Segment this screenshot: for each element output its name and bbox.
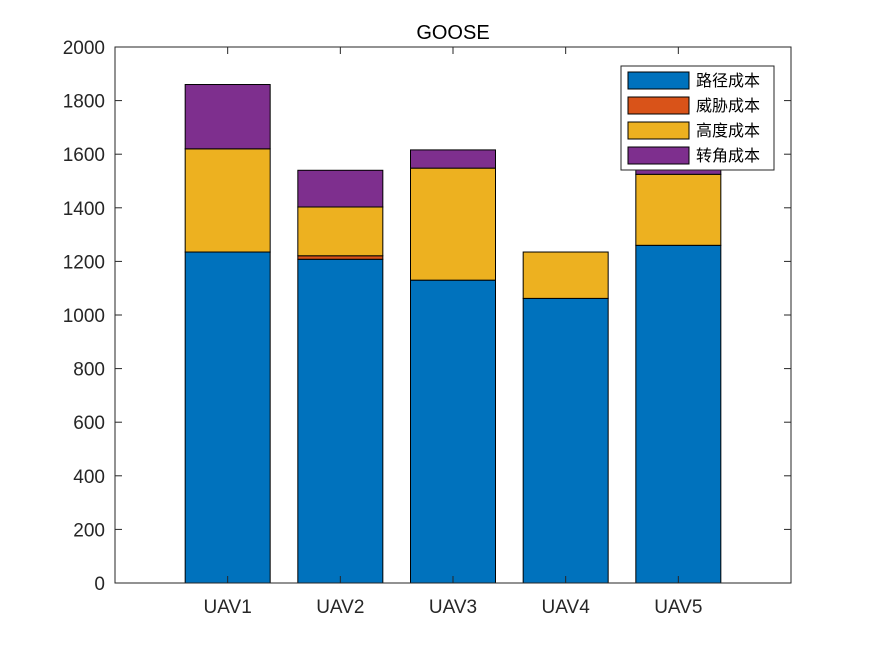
y-tick-label: 1000 — [63, 306, 105, 327]
bar-uav1-series-4 — [184, 84, 271, 150]
bar-uav2-series-3 — [297, 206, 384, 257]
bar-uav4-series-1 — [522, 297, 609, 584]
y-tick-label: 400 — [73, 467, 105, 488]
legend-label: 路径成本 — [696, 71, 760, 90]
bar-uav5-series-3 — [635, 173, 722, 246]
legend-label: 威胁成本 — [696, 96, 760, 115]
bar-uav2-series-2 — [297, 255, 384, 260]
y-axis: 0 200 400 600 800 1000 1200 1400 1600 1800 2000 — [63, 38, 791, 595]
legend-label: 转角成本 — [696, 146, 760, 165]
x-tick-label: UAV2 — [316, 597, 364, 618]
x-tick-label: UAV1 — [204, 597, 252, 618]
y-tick-label: 600 — [73, 413, 105, 434]
legend-swatch — [627, 71, 690, 90]
y-tick-label: 1200 — [63, 252, 105, 273]
bar-uav1-series-3 — [184, 148, 271, 253]
bar-uav2-series-1 — [297, 258, 384, 584]
chart-title: GOOSE — [416, 22, 489, 44]
bar-uav2-series-4 — [297, 169, 384, 208]
x-axis: UAV1 UAV2 UAV3 UAV4 UAV5 — [204, 47, 702, 618]
y-tick-label: 800 — [73, 360, 105, 381]
bars-layer — [184, 84, 722, 584]
y-tick-label: 0 — [94, 574, 105, 595]
y-tick-label: 200 — [73, 520, 105, 541]
legend-swatch — [627, 121, 690, 140]
legend-swatch — [627, 146, 690, 165]
y-tick-label: 1600 — [63, 145, 105, 166]
legend-swatch — [627, 96, 690, 115]
bar-uav5-series-1 — [635, 244, 722, 584]
bar-uav1-series-1 — [184, 251, 271, 584]
bar-uav3-series-4 — [410, 149, 496, 169]
legend-label: 高度成本 — [696, 121, 760, 140]
bar-uav3-series-1 — [410, 279, 496, 584]
x-tick-label: UAV4 — [542, 597, 591, 618]
bar-uav3-series-3 — [410, 167, 496, 281]
y-tick-label: 1400 — [63, 199, 105, 220]
y-tick-label: 1800 — [63, 92, 105, 113]
y-tick-label: 2000 — [63, 38, 105, 59]
x-tick-label: UAV3 — [429, 597, 477, 618]
bar-uav4-series-3 — [522, 251, 609, 299]
x-tick-label: UAV5 — [654, 597, 702, 618]
